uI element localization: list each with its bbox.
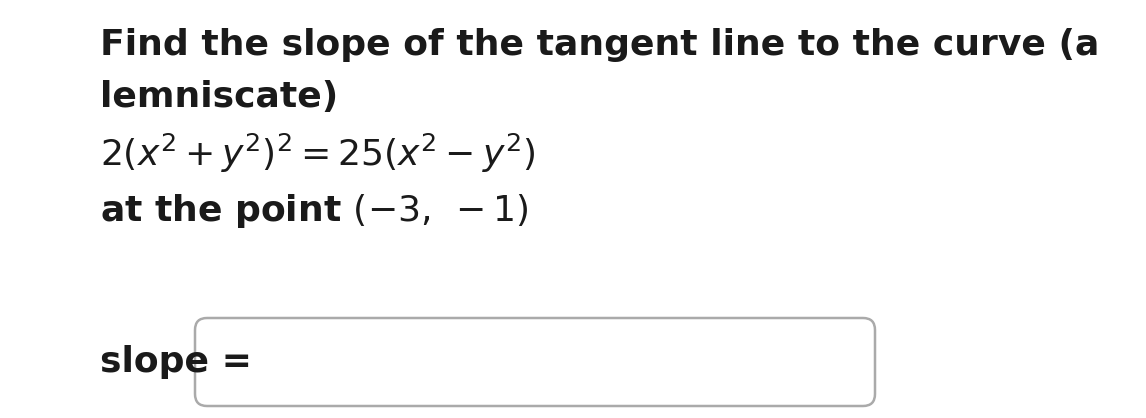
FancyBboxPatch shape [195, 318, 876, 406]
Text: slope =: slope = [100, 345, 265, 379]
Text: Find the slope of the tangent line to the curve (a: Find the slope of the tangent line to th… [100, 28, 1099, 62]
Text: at the point $( - 3,\; - 1)$: at the point $( - 3,\; - 1)$ [100, 192, 528, 230]
Text: lemniscate): lemniscate) [100, 80, 338, 114]
Text: $2(x^2 + y^2)^2 = 25(x^2 - y^2)$: $2(x^2 + y^2)^2 = 25(x^2 - y^2)$ [100, 132, 535, 175]
